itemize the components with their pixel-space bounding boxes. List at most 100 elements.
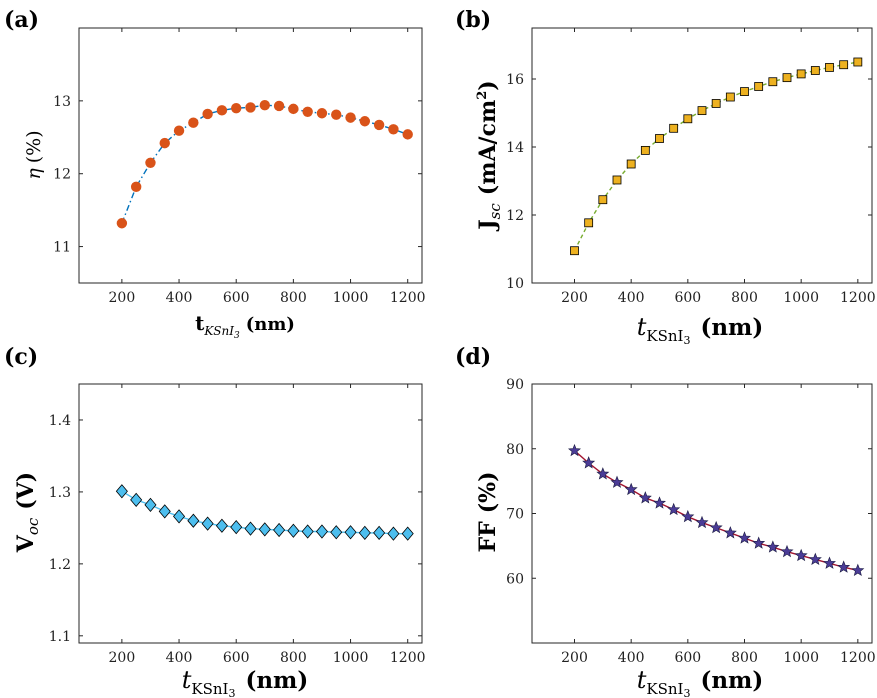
y-tick-label: 90 xyxy=(506,377,524,393)
panel-label-b: (b) xyxy=(455,7,491,33)
panel-label-d: (d) xyxy=(455,344,491,370)
data-point xyxy=(116,218,128,229)
data-point xyxy=(853,57,863,67)
plot-frame xyxy=(78,383,423,644)
data-point xyxy=(258,522,271,537)
x-tick-label: 1200 xyxy=(840,650,876,666)
data-point xyxy=(667,502,681,516)
data-point xyxy=(711,99,721,108)
data-point xyxy=(202,108,213,120)
data-point xyxy=(188,117,199,128)
data-point xyxy=(740,87,749,96)
y-tick-label: 1.1 xyxy=(49,629,71,645)
panel-c: (c) 200 400 600 800 1000 1200 1.1 1.2 1.3 1.4 tKSnI… xyxy=(4,344,426,698)
y-axis-label: η(%) xyxy=(23,130,45,179)
data-point xyxy=(638,491,652,504)
data-point xyxy=(810,66,820,75)
data-point xyxy=(315,524,328,539)
data-point xyxy=(683,114,693,124)
data-point xyxy=(245,102,256,113)
y-tick-label: 1.2 xyxy=(49,557,71,573)
data-point xyxy=(244,521,257,536)
data-point xyxy=(808,552,822,565)
data-point xyxy=(273,100,285,112)
data-point xyxy=(582,456,596,469)
panel-label-a: (a) xyxy=(4,7,39,33)
x-tick-label: 1000 xyxy=(783,290,819,306)
data-point xyxy=(273,522,286,538)
data-point xyxy=(709,520,723,534)
y-tick-label: 11 xyxy=(53,240,71,256)
data-point xyxy=(754,82,764,91)
x-tick-label: 1200 xyxy=(840,290,876,306)
x-tick-label: 200 xyxy=(109,290,136,306)
data-point xyxy=(331,109,342,120)
x-tick-label: 400 xyxy=(618,650,645,666)
x-tick-label: 800 xyxy=(280,650,307,666)
data-point xyxy=(584,218,594,228)
y-tick-label: 13 xyxy=(53,94,71,110)
data-point xyxy=(402,129,413,140)
data-point xyxy=(782,73,792,83)
y-tick-label: 60 xyxy=(506,571,524,587)
x-axis-label: tKSnI3(nm) xyxy=(182,666,309,698)
data-point xyxy=(825,63,834,72)
data-point xyxy=(387,526,400,541)
data-point xyxy=(738,531,751,544)
x-tick-label: 400 xyxy=(166,290,193,306)
data-point xyxy=(302,106,313,117)
data-point xyxy=(839,60,849,70)
x-tick-label: 200 xyxy=(561,290,588,306)
x-tick-label: 400 xyxy=(618,290,645,306)
data-point xyxy=(159,137,170,149)
data-point xyxy=(173,509,186,524)
plot-frame xyxy=(531,27,873,284)
data-point xyxy=(373,119,385,131)
data-point xyxy=(145,157,156,168)
data-point xyxy=(596,467,610,480)
y-tick-label: 16 xyxy=(506,72,524,88)
data-point xyxy=(287,523,300,538)
data-point xyxy=(388,124,399,135)
data-point xyxy=(216,105,228,116)
data-point xyxy=(288,103,299,115)
data-point xyxy=(624,482,638,496)
x-tick-label: 600 xyxy=(223,650,250,666)
data-point xyxy=(723,526,737,539)
data-point xyxy=(316,108,328,119)
panel-b: (b) 200 400 600 800 1000 1200 10 12 14 16 tKSnI3 (nm… xyxy=(455,7,876,347)
data-point xyxy=(215,518,228,533)
x-tick-label: 1000 xyxy=(783,650,819,666)
data-point xyxy=(697,106,707,116)
x-tick-label: 600 xyxy=(674,290,701,306)
panel-d: (d) 200 400 600 800 1000 1200 60 70 80 90 tKSnI3 (nm… xyxy=(455,344,876,698)
x-axis-label: tKSnI3(nm) xyxy=(637,666,764,698)
data-point xyxy=(201,516,214,531)
y-tick-label: 1.4 xyxy=(49,413,71,429)
y-axis-label: FF(%) xyxy=(475,472,501,553)
data-point xyxy=(259,100,270,111)
data-point xyxy=(187,513,200,528)
y-tick-label: 10 xyxy=(506,276,524,292)
data-point xyxy=(345,112,356,123)
panel-label-c: (c) xyxy=(4,344,38,370)
x-tick-label: 400 xyxy=(166,650,193,666)
data-point xyxy=(301,524,314,539)
data-point xyxy=(766,540,780,553)
data-point xyxy=(626,159,636,169)
y-axis-label: Voc(V) xyxy=(13,472,42,553)
x-tick-label: 1200 xyxy=(390,650,426,666)
x-tick-label: 600 xyxy=(674,650,701,666)
data-point xyxy=(695,515,709,529)
x-tick-label: 200 xyxy=(109,650,136,666)
x-tick-label: 600 xyxy=(223,290,250,306)
data-point xyxy=(598,195,608,205)
data-point xyxy=(796,69,806,79)
data-point xyxy=(359,116,371,127)
data-point xyxy=(752,536,766,549)
y-axis-label: Jsc(mA/cm2) xyxy=(475,80,504,231)
data-point xyxy=(568,443,581,457)
series-line xyxy=(573,61,858,252)
data-point xyxy=(144,497,157,512)
